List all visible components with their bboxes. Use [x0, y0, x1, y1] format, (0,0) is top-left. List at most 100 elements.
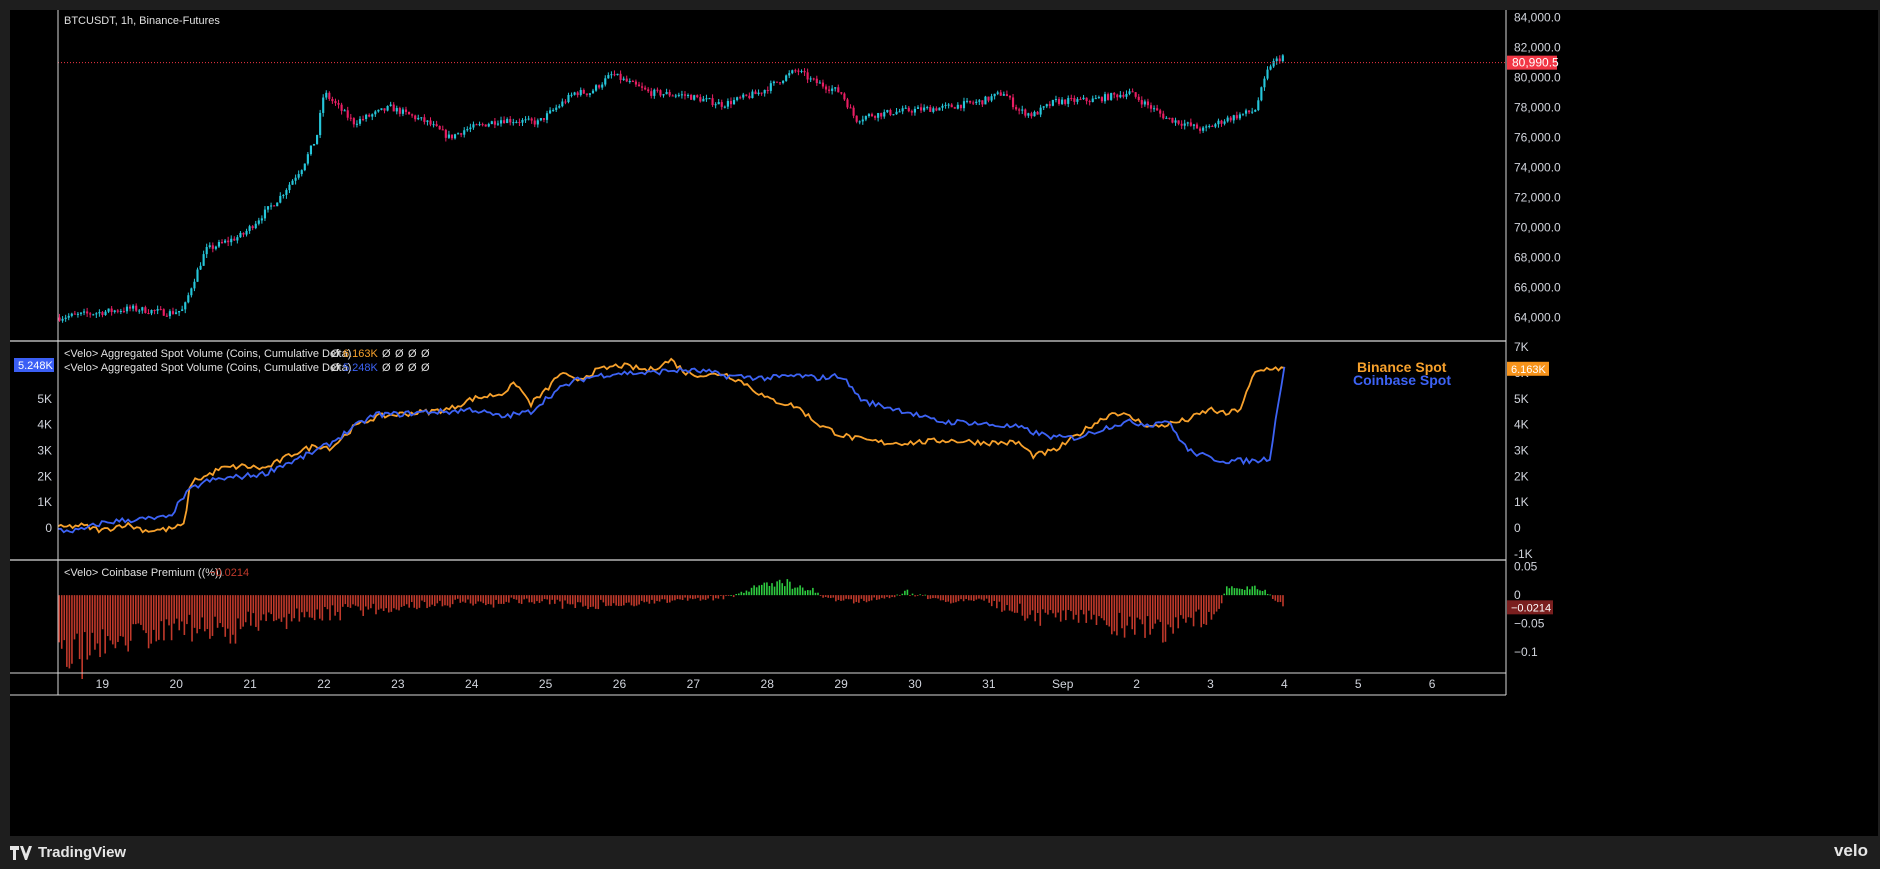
candle-body	[791, 70, 794, 74]
premium-bar	[1231, 586, 1233, 596]
premium-bar	[661, 595, 663, 600]
premium-bar	[717, 595, 720, 599]
candle-body	[726, 101, 729, 107]
volume-tick-label-right: -1K	[1514, 547, 1533, 561]
premium-bar	[551, 595, 554, 600]
premium-bar	[932, 595, 934, 599]
candle-body	[1088, 101, 1091, 103]
candle-body	[686, 95, 690, 97]
premium-badge-label: −0.0214	[1511, 602, 1551, 614]
candle-body	[965, 100, 969, 102]
candle-body	[1205, 126, 1208, 128]
candle-body	[423, 117, 426, 122]
time-tick-label: 26	[613, 677, 627, 691]
candle-body	[567, 94, 570, 103]
premium-bar	[1208, 595, 1210, 612]
last-price-badge-label: 80,990.5	[1512, 56, 1559, 70]
volume-tick-label-left: 2K	[37, 469, 52, 483]
premium-bar	[950, 595, 952, 604]
premium-bar	[487, 595, 490, 605]
candle-body	[855, 115, 858, 122]
premium-badge	[1507, 600, 1553, 615]
candle-body	[441, 129, 444, 131]
candle-body	[1054, 99, 1058, 101]
candle-body	[806, 72, 809, 80]
premium-bar	[692, 595, 694, 600]
volume-legend-zero: Ø	[395, 348, 404, 360]
premium-bar	[1077, 595, 1080, 623]
price-pane[interactable]	[58, 54, 1506, 323]
volume-pane[interactable]	[57, 357, 1286, 534]
candle-body	[1217, 120, 1220, 125]
candle-body	[227, 240, 230, 243]
premium-bar	[658, 595, 661, 602]
premium-bar	[1185, 595, 1187, 623]
candle-body	[683, 94, 687, 96]
candle-body	[910, 111, 913, 113]
premium-bar	[209, 595, 211, 639]
candle-body	[469, 127, 472, 130]
candle-body	[867, 114, 871, 117]
premium-bar	[129, 595, 132, 641]
candle-body	[824, 86, 828, 90]
candle-body	[496, 123, 500, 125]
candle-body	[613, 74, 616, 76]
premium-bar	[1075, 595, 1077, 615]
candle-body	[288, 184, 291, 191]
premium-bar	[852, 595, 855, 604]
premium-bar	[135, 595, 137, 625]
premium-bar	[170, 595, 173, 641]
candle-body	[941, 105, 944, 108]
premium-bar	[318, 595, 321, 619]
candle-body	[637, 84, 641, 87]
premium-bar	[201, 595, 204, 618]
premium-bar	[433, 595, 436, 607]
premium-bar	[528, 595, 531, 603]
premium-pane[interactable]	[58, 579, 1284, 679]
premium-bar	[331, 595, 334, 606]
candle-body	[1100, 97, 1104, 102]
premium-bar	[1215, 595, 1218, 612]
premium-bar	[768, 585, 771, 596]
premium-bar	[165, 595, 168, 620]
premium-bar	[1210, 595, 1213, 620]
candle-body	[61, 318, 64, 321]
premium-bar	[181, 595, 183, 622]
candle-body	[803, 70, 806, 73]
candle-body	[705, 98, 708, 100]
axes	[10, 10, 1507, 696]
candle-body	[1168, 117, 1171, 119]
candle-body	[515, 121, 518, 123]
volume-legend-zero: Ø	[421, 362, 430, 374]
premium-bar	[122, 595, 124, 637]
premium-bar	[1116, 595, 1118, 636]
premium-bar	[313, 595, 316, 621]
premium-bar	[160, 595, 163, 622]
candle-body	[999, 92, 1002, 96]
candle-body	[984, 96, 987, 105]
volume-tick-label-right: 4K	[1514, 418, 1529, 432]
candle-body	[128, 306, 132, 309]
volume-tick-label-right: 2K	[1514, 469, 1529, 483]
premium-bar	[1279, 595, 1282, 602]
candle-body	[1238, 114, 1241, 119]
candle-body	[257, 220, 260, 224]
candle-body	[570, 94, 573, 96]
tradingview-logo[interactable]: TradingView	[10, 844, 126, 861]
candle-body	[1162, 113, 1165, 119]
candle-body	[404, 109, 408, 112]
candle-body	[564, 101, 567, 103]
premium-bar	[339, 595, 342, 621]
premium-bar	[380, 595, 382, 609]
candle-body	[794, 70, 797, 72]
premium-bar	[142, 595, 145, 631]
premium-bar	[990, 595, 993, 607]
premium-bar	[973, 595, 975, 602]
velo-logo[interactable]: velo	[1833, 841, 1868, 860]
candle-body	[622, 78, 625, 80]
candle-body	[245, 230, 248, 235]
candle-body	[883, 112, 886, 117]
volume-legend-zero: Ø	[395, 362, 404, 374]
candle-body	[1113, 93, 1116, 95]
